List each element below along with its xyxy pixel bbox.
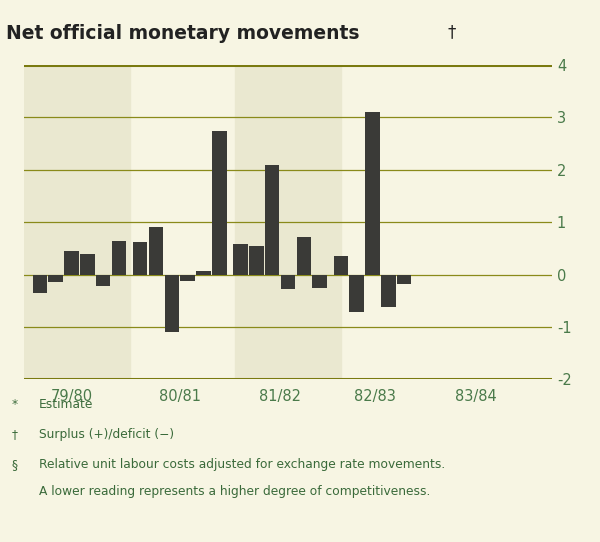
Bar: [112, 241, 127, 275]
Bar: [265, 165, 280, 275]
Bar: [249, 246, 263, 275]
Text: §: §: [12, 458, 18, 471]
Bar: [96, 275, 110, 286]
Bar: [233, 244, 248, 275]
Bar: [397, 275, 412, 284]
Text: *: *: [12, 398, 18, 411]
Bar: [334, 256, 348, 275]
Bar: [212, 131, 227, 275]
Bar: [296, 237, 311, 275]
Text: Estimate: Estimate: [39, 398, 94, 411]
Text: †: †: [447, 23, 455, 41]
Text: Surplus (+)/deficit (−): Surplus (+)/deficit (−): [39, 428, 174, 441]
Bar: [349, 275, 364, 312]
Bar: [281, 275, 295, 289]
Bar: [133, 242, 148, 275]
Bar: [24, 65, 130, 379]
Bar: [80, 254, 95, 275]
Bar: [196, 271, 211, 275]
Bar: [49, 275, 63, 282]
Bar: [181, 275, 195, 281]
Bar: [313, 275, 327, 288]
Bar: [235, 65, 341, 379]
Text: Net official monetary movements: Net official monetary movements: [6, 24, 359, 43]
Text: Relative unit labour costs adjusted for exchange rate movements.: Relative unit labour costs adjusted for …: [39, 458, 445, 471]
Text: A lower reading represents a higher degree of competitiveness.: A lower reading represents a higher degr…: [39, 485, 430, 498]
Text: †: †: [12, 428, 18, 441]
Bar: [32, 275, 47, 293]
Bar: [164, 275, 179, 332]
Bar: [365, 112, 380, 275]
Bar: [64, 251, 79, 275]
Bar: [381, 275, 395, 307]
Bar: [149, 228, 163, 275]
